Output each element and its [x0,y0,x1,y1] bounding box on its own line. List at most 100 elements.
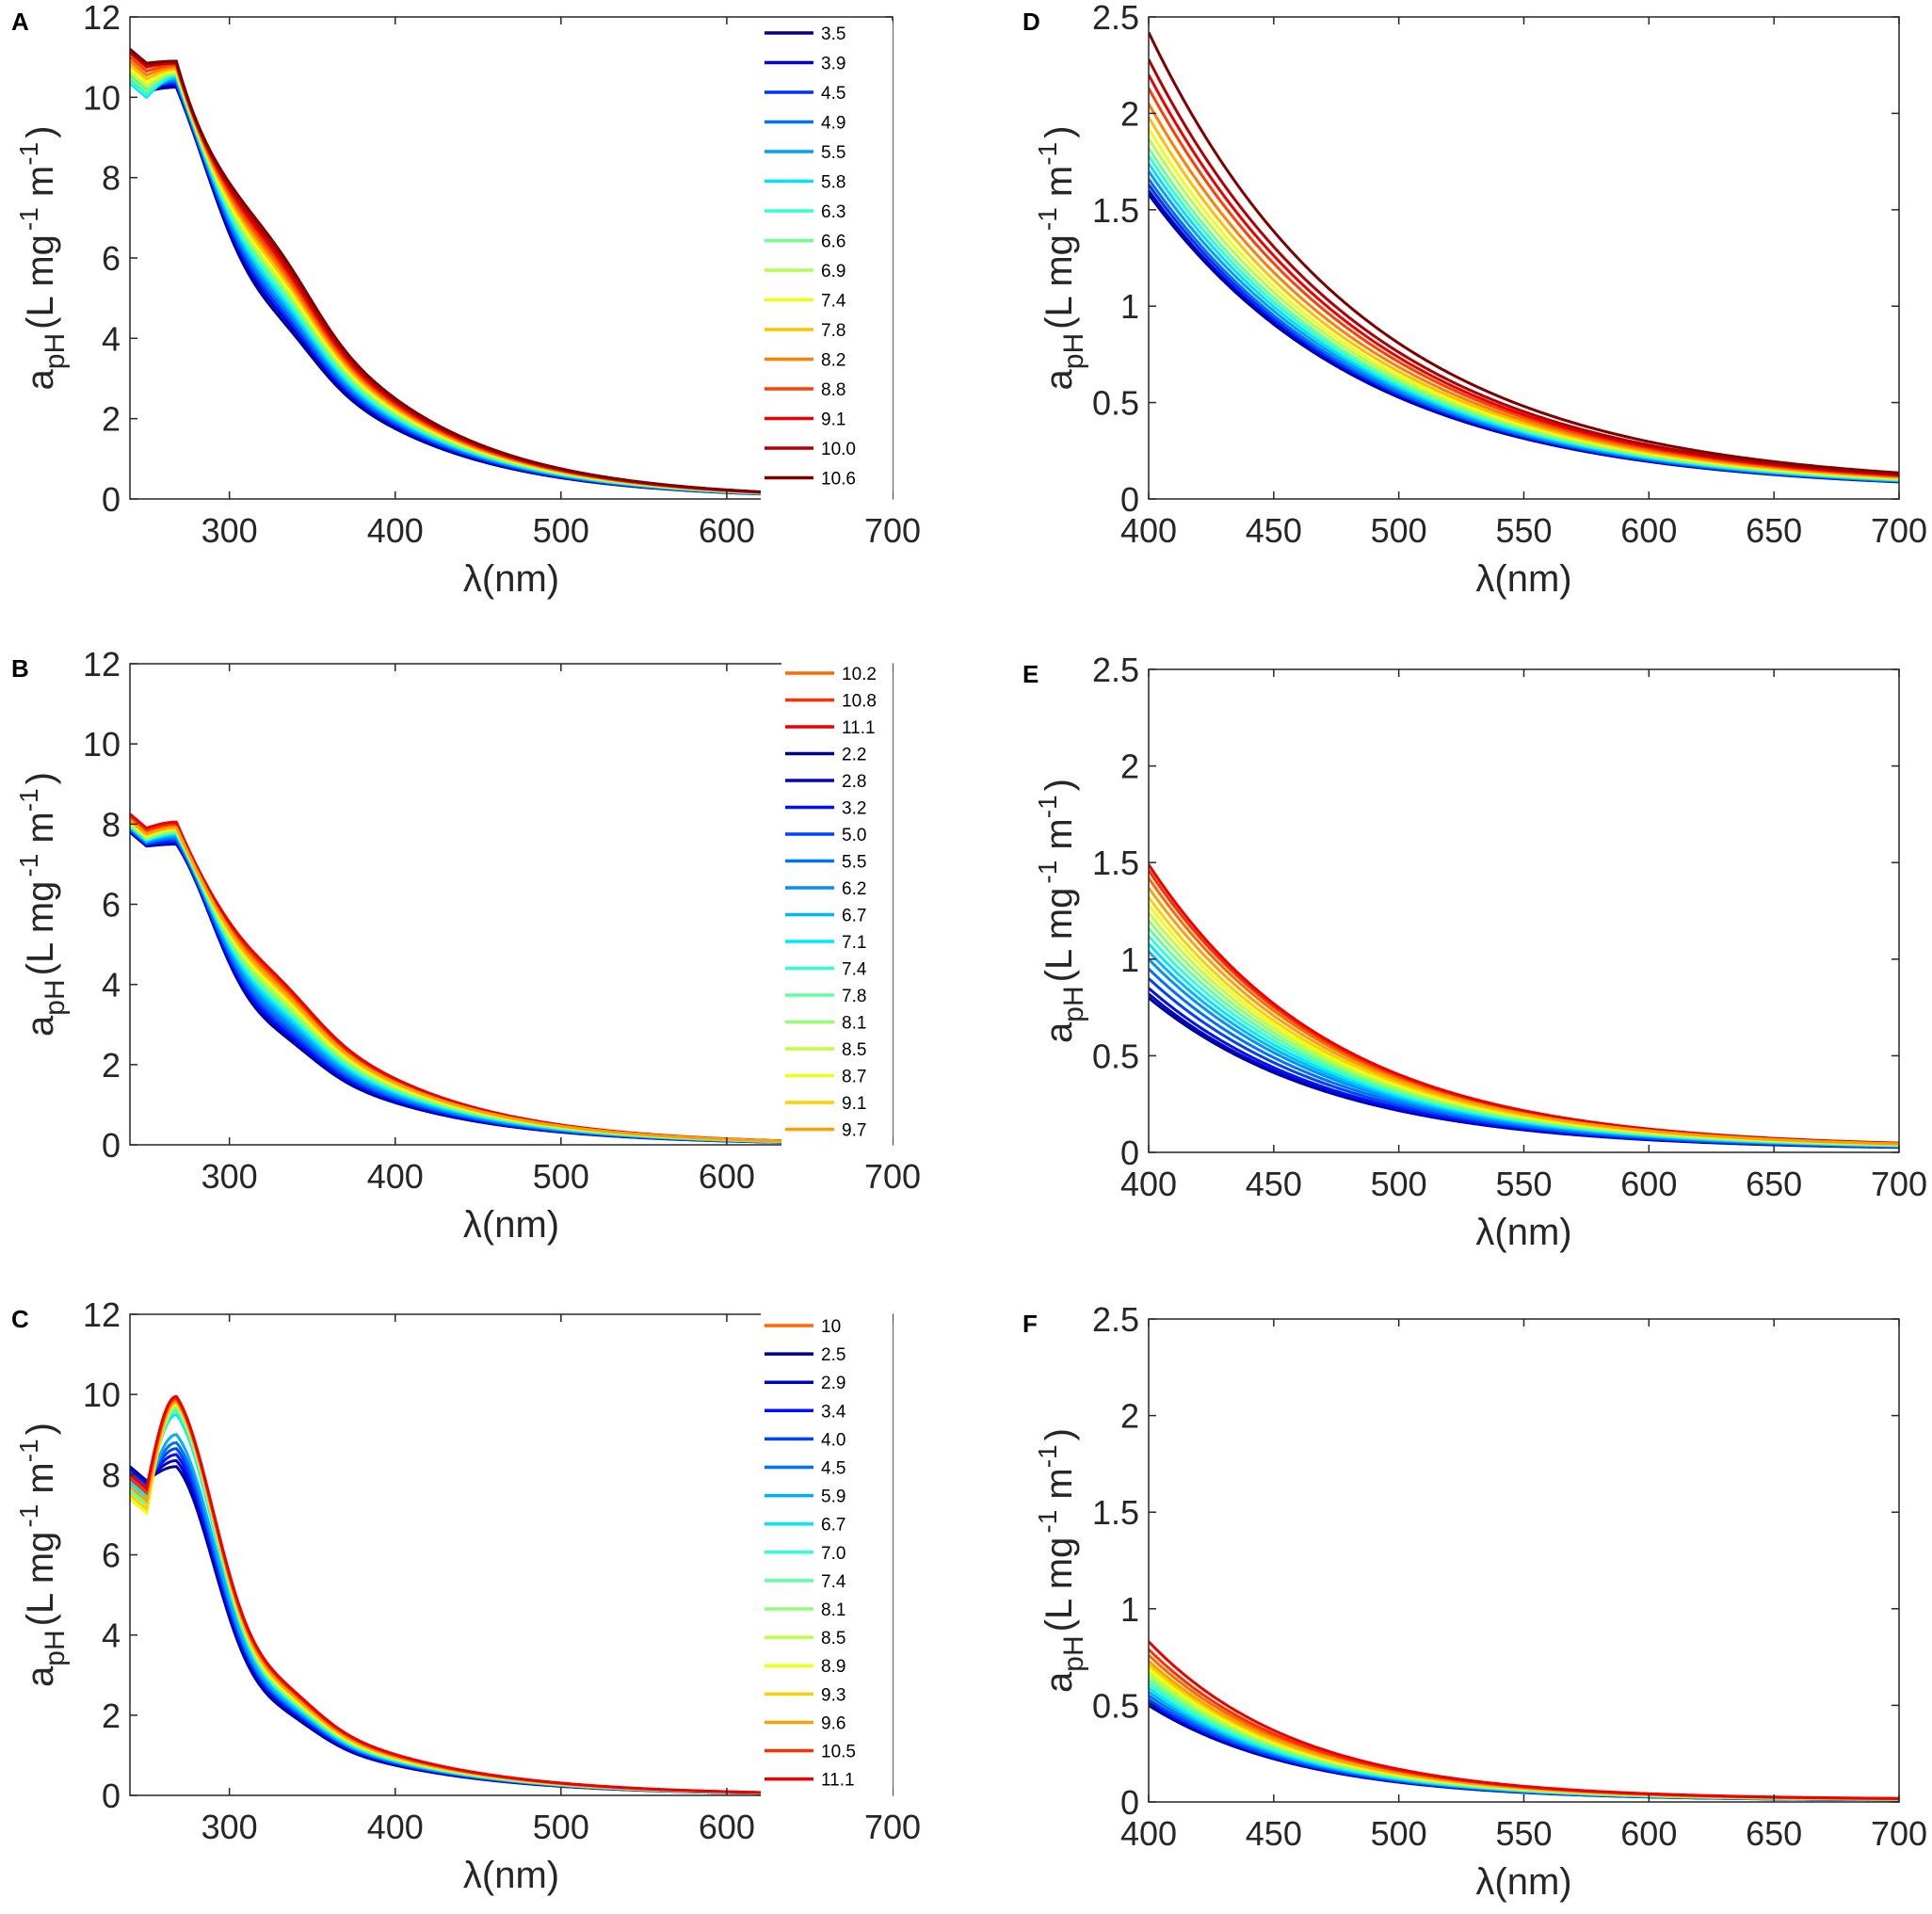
x-axis-label: λ(nm) [1475,1212,1571,1253]
legend-label: 9.3 [821,1685,845,1705]
legend-label: 8.7 [842,1068,866,1087]
y-tick-label: 0 [102,1777,121,1815]
legend-label: 6.7 [821,1516,845,1536]
legend-label: 11.1 [821,1771,855,1791]
x-tick-label: 600 [699,1157,755,1196]
x-tick-label: 500 [533,511,589,550]
legend-background [761,21,893,501]
legend: 10 2.5 2.9 3.4 4.0 4.5 5.9 6.7 7.0 7.4 8.1 8.5 8.9 9.… [761,1313,893,1801]
x-tick-label: 450 [1246,1814,1302,1853]
plot-area [130,664,893,1145]
y-tick-label: 8 [102,1456,121,1494]
y-axis-label-part: ) [20,772,61,784]
legend-label: 3.5 [821,24,845,44]
x-tick-label: 700 [864,1808,921,1846]
y-axis-label-part: -1 [14,1504,43,1528]
y-axis-label-part: -1 [1033,207,1062,231]
x-tick-label: 400 [367,511,424,550]
x-tick-label: 650 [1746,1165,1802,1203]
y-axis-label-part: pH [1058,1635,1089,1671]
legend-label: 10.0 [821,440,856,459]
legend-label: 10 [821,1317,841,1337]
panel-A: 300 400 500 600 700 0 2 4 6 8 10 12 λ(nm) apH(L mg -1 … [11,0,921,600]
x-tick-label: 500 [1371,1165,1427,1203]
x-tick-label: 500 [533,1808,589,1846]
y-tick-label: 8 [102,159,121,198]
series-line-10-6 [1149,31,1899,474]
legend: 10.2 10.8 11.1 2.2 2.8 3.2 5.0 5.5 6.2 6.7 7.1 7.4 7… [781,661,893,1150]
x-axis-label: λ(nm) [1475,1861,1571,1903]
legend-label: 2.5 [821,1345,845,1365]
y-tick-label: 12 [83,0,121,37]
y-axis-label-part: -1 [1033,860,1062,884]
series-group [1149,863,1899,1150]
y-tick-label: 10 [83,725,121,764]
panel-letter: F [1022,1310,1038,1338]
y-tick-label: 12 [83,1295,121,1334]
legend-label: 3.2 [842,799,866,819]
legend-label: 9.1 [842,1094,866,1114]
y-axis-label-part: -1 [1033,1444,1062,1468]
y-axis-label-part: m [20,1462,61,1504]
y-tick-label: 4 [102,966,121,1005]
legend-label: 3.4 [821,1402,846,1422]
y-axis-label: apH(L mg -1 m-1) [1033,1428,1089,1693]
y-axis-label-part: m [1038,1468,1080,1509]
legend-label: 2.9 [821,1374,845,1393]
y-axis-label-part: pH [40,333,71,369]
x-tick-label: 550 [1495,1814,1552,1853]
x-tick-label: 700 [864,1157,921,1196]
legend-label: 5.8 [821,173,845,193]
y-tick-label: 0.5 [1092,1037,1139,1075]
x-tick-label: 550 [1495,1165,1552,1203]
legend-label: 10.5 [821,1743,856,1762]
y-tick-label: 1 [1120,941,1139,979]
series-line-9-7 [130,818,893,1145]
y-tick-label: 2 [102,1697,121,1735]
plot-area [1149,669,1899,1152]
legend-label: 7.4 [821,1572,846,1592]
legend-label: 9.1 [821,410,845,430]
y-axis-label-part: -1 [14,142,43,166]
y-tick-label: 2.5 [1092,1300,1139,1339]
legend-label: 8.9 [821,1657,845,1677]
y-tick-label: 0 [102,1126,121,1165]
legend-label: 10.2 [842,665,877,684]
legend-label: 4.9 [821,114,845,134]
y-axis-label-part: (L mg [1038,1537,1080,1633]
y-tick-label: 1.5 [1092,844,1139,882]
y-tick-label: 0.5 [1092,1686,1139,1725]
y-axis-label: apH(L mg -1 m-1) [1033,779,1089,1043]
x-tick-label: 600 [1620,1814,1677,1853]
x-tick-label: 600 [1620,511,1677,550]
y-tick-label: 1.5 [1092,191,1139,230]
x-tick-label: 300 [201,1808,258,1846]
legend-label: 3.9 [821,55,845,74]
y-axis-label: apH(L mg -1 m-1) [14,772,71,1037]
legend-label: 8.5 [821,1629,845,1649]
x-tick-label: 400 [367,1157,424,1196]
legend-label: 6.6 [821,233,845,252]
y-tick-label: 2 [102,400,121,439]
legend-label: 6.2 [842,879,866,899]
y-axis-label-part: a [20,368,61,390]
x-tick-label: 450 [1246,511,1302,550]
x-tick-label: 300 [201,1157,258,1196]
y-tick-label: 8 [102,805,121,844]
legend-label: 5.9 [821,1488,845,1507]
y-axis-label-part: m [20,166,61,207]
y-tick-label: 0 [1120,480,1139,519]
x-tick-label: 600 [1620,1165,1677,1203]
y-axis-label: apH(L mg -1 m-1) [14,1423,71,1687]
legend-label: 7.8 [821,321,845,341]
legend-label: 7.1 [842,933,866,953]
y-tick-label: 2 [1120,94,1139,133]
y-tick-label: 2 [102,1046,121,1085]
y-axis-label-part: (L mg [1038,234,1080,330]
legend-label: 8.8 [821,380,845,400]
panel-letter: E [1022,660,1038,688]
y-axis-label-part: a [20,1015,61,1037]
x-tick-label: 600 [699,511,755,550]
x-tick-label: 700 [864,511,921,550]
